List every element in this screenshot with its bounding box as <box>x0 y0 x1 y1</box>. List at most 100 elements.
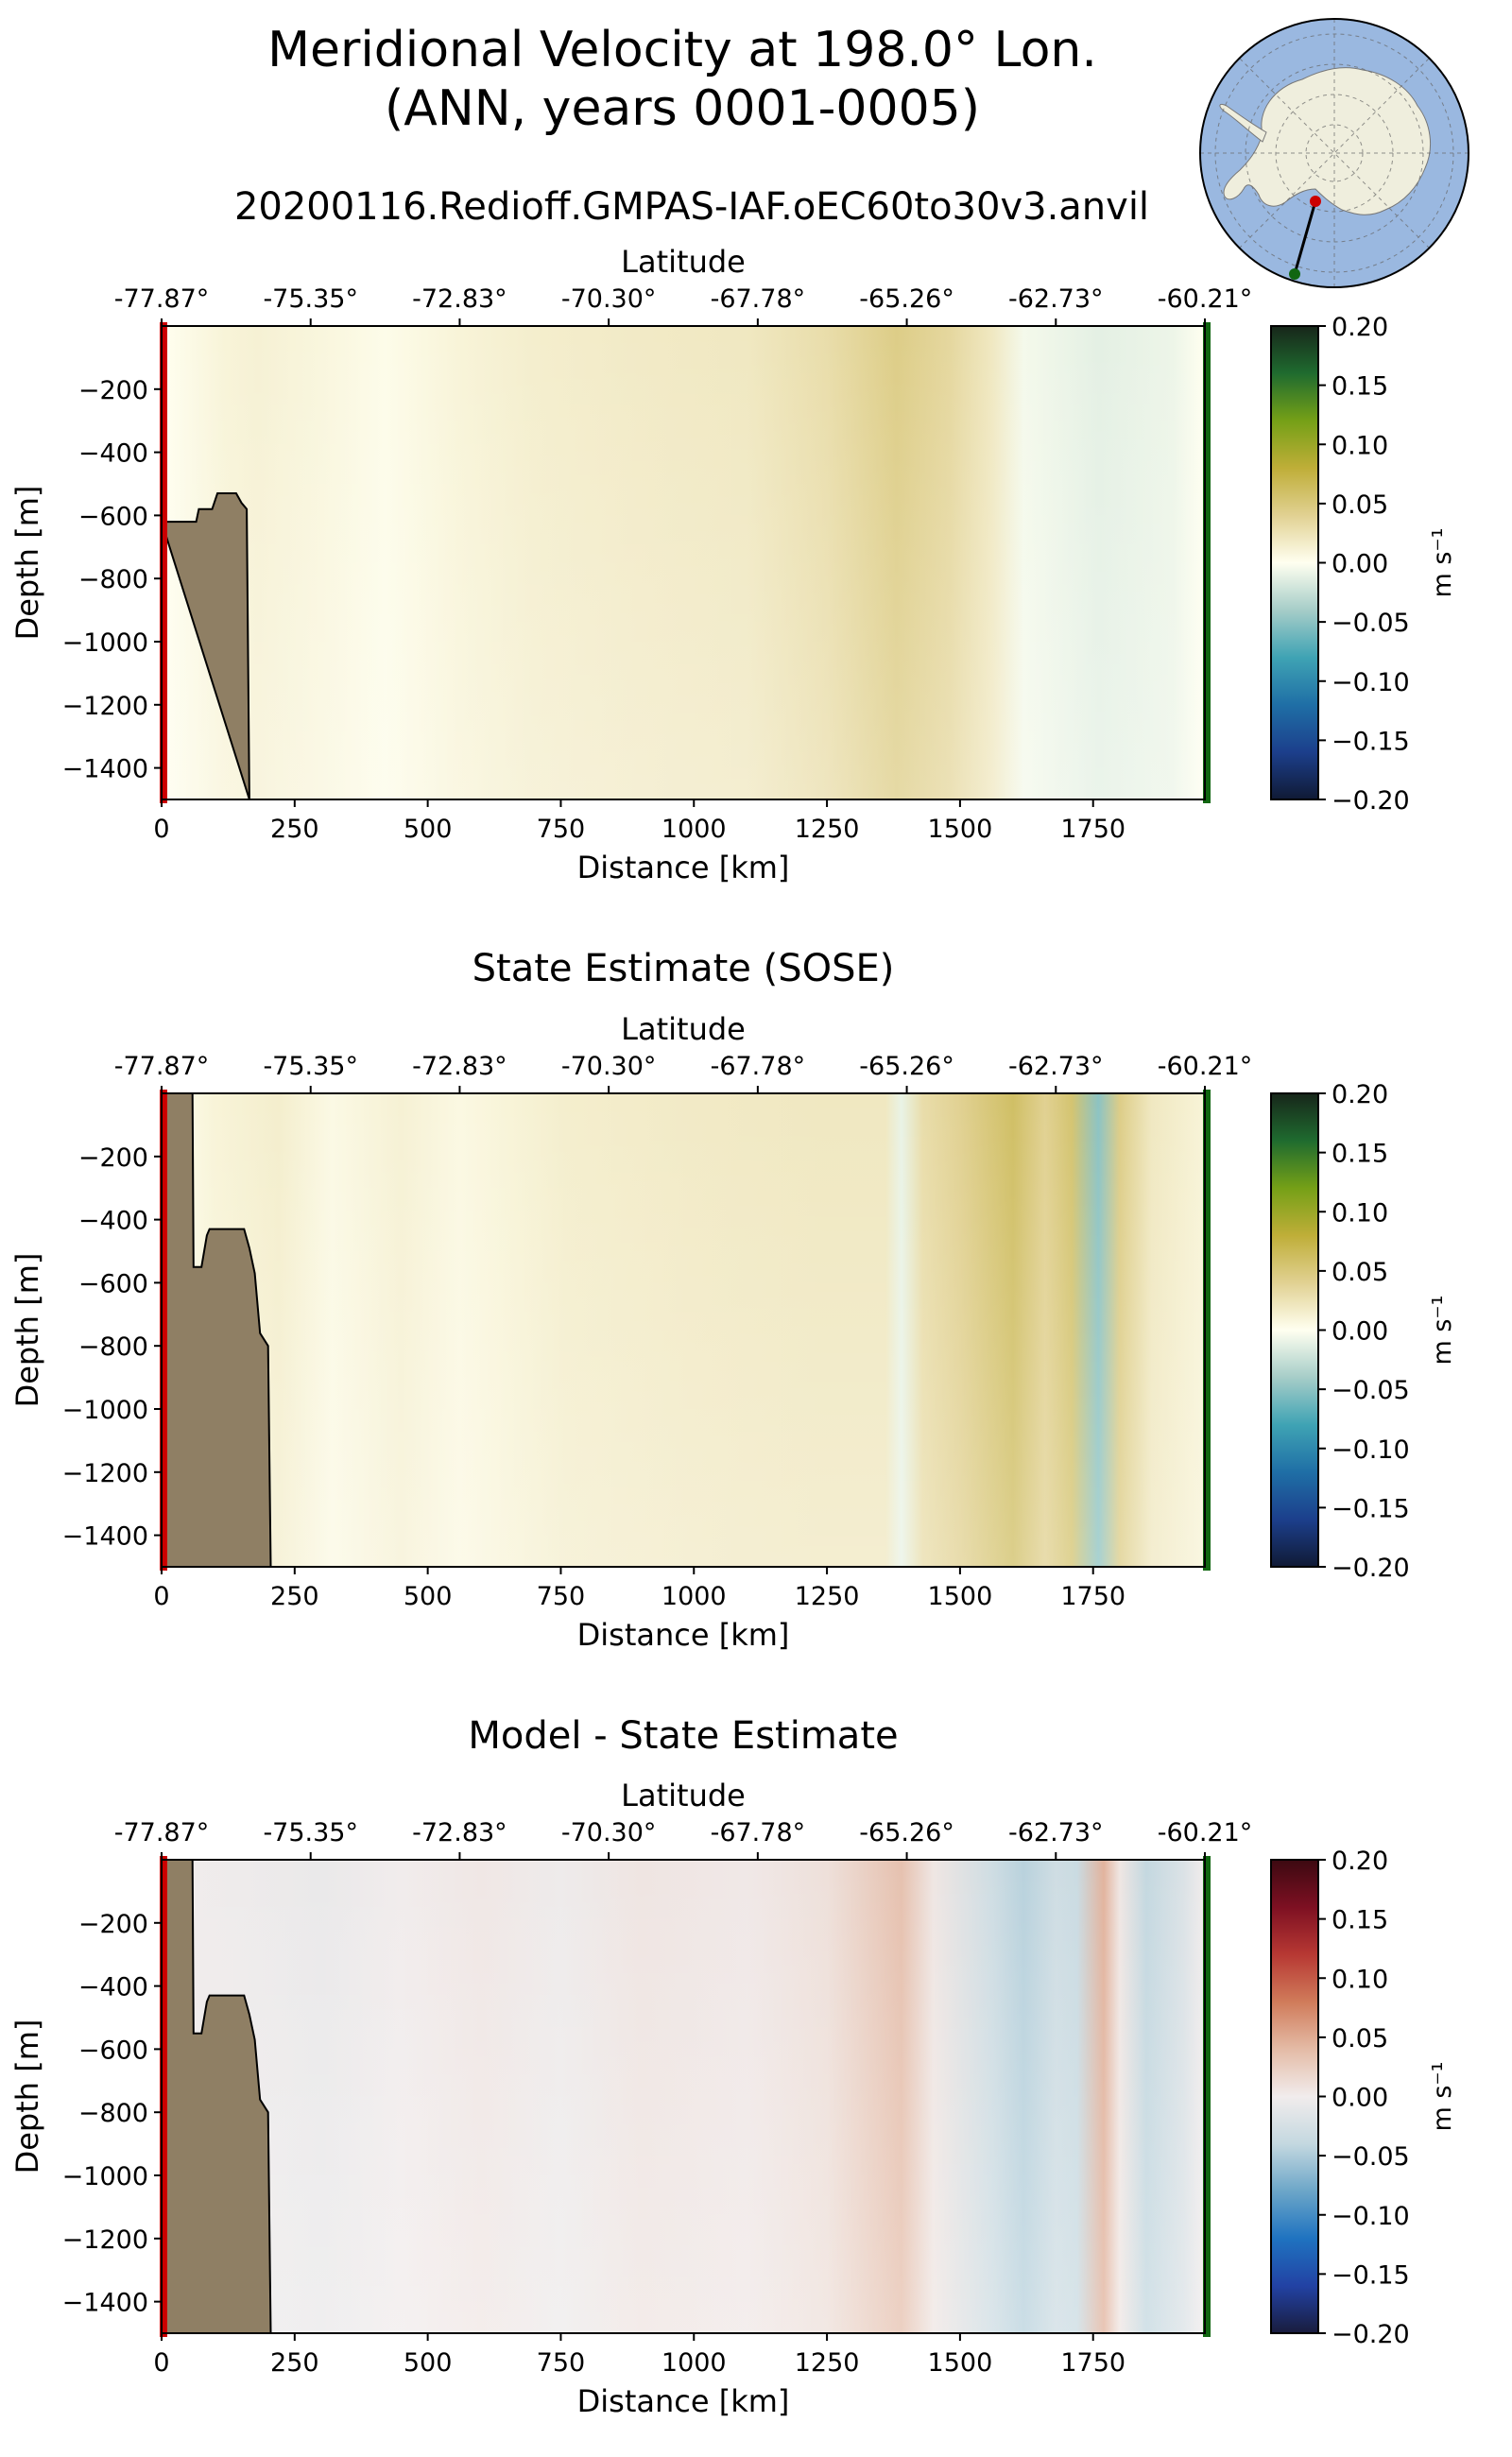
end-marker-bar <box>1203 1090 1211 1571</box>
y-tick-label: −200 <box>78 376 148 405</box>
x-tick-label: 500 <box>404 2348 453 2378</box>
x-tick-label: 1500 <box>928 2348 993 2378</box>
x-tick-label: 1250 <box>795 815 860 844</box>
colorbar-tick-label: 0.10 <box>1332 1965 1388 1994</box>
colorbar <box>1270 325 1319 800</box>
lat-tick-label: -67.78° <box>711 1052 806 1081</box>
colorbar-tick-label: −0.15 <box>1332 2260 1410 2290</box>
x-tick-label: 1500 <box>928 815 993 844</box>
panel-title: Model - State Estimate <box>468 1714 898 1758</box>
x-tick-label: 250 <box>270 815 319 844</box>
y-tick-label: −200 <box>78 1910 148 1939</box>
colorbar-tick-label: −0.10 <box>1332 1435 1410 1465</box>
x-tick-label: 0 <box>153 815 169 844</box>
panel-title: State Estimate (SOSE) <box>472 947 895 990</box>
x-tick-label: 250 <box>270 2348 319 2378</box>
x-tick-label: 500 <box>404 815 453 844</box>
figure-title-line2: (ANN, years 0001-0005) <box>385 80 980 137</box>
end-marker-bar <box>1203 322 1211 803</box>
y-tick-label: −400 <box>78 439 148 469</box>
y-tick-label: −800 <box>78 2099 148 2128</box>
y-tick-label: −600 <box>78 1269 148 1298</box>
y-axis-label: Depth [m] <box>9 2019 45 2174</box>
lat-tick-label: -70.30° <box>561 1052 657 1081</box>
chart-panel-3: Model - State Estimate 0 250 500 750 1000 1250… <box>9 1714 1457 2419</box>
depth-shading <box>162 326 1205 799</box>
lat-tick-label: -62.73° <box>1008 284 1104 314</box>
x-tick-label: 0 <box>153 2348 169 2378</box>
y-tick-label: −400 <box>78 1973 148 2002</box>
lat-tick-label: -60.21° <box>1158 1052 1253 1081</box>
x-tick-label: 1000 <box>662 2348 727 2378</box>
y-tick-label: −1200 <box>62 1459 148 1488</box>
top-axis-label: Latitude <box>621 244 746 280</box>
lat-tick-label: -77.87° <box>114 284 210 314</box>
y-axis-label: Depth [m] <box>9 486 45 641</box>
lat-tick-label: -60.21° <box>1158 284 1253 314</box>
depth-shading <box>162 1093 1205 1567</box>
x-axis-label: Distance [km] <box>577 850 790 885</box>
figure-subtitle: 20200116.Redioff.GMPAS-IAF.oEC60to30v3.a… <box>234 185 1149 229</box>
x-tick-label: 1750 <box>1060 815 1125 844</box>
y-tick-label: −1000 <box>62 2162 148 2191</box>
lat-tick-label: -72.83° <box>412 284 507 314</box>
colorbar-tick-label: −0.10 <box>1332 2202 1410 2231</box>
colorbar-tick-label: −0.20 <box>1332 2320 1410 2349</box>
y-tick-label: −200 <box>78 1143 148 1173</box>
x-tick-label: 1250 <box>795 2348 860 2378</box>
y-tick-label: −1200 <box>62 692 148 721</box>
transect-start-marker <box>1310 196 1321 207</box>
colorbar-label: m s⁻¹ <box>1428 527 1457 597</box>
y-tick-label: −1400 <box>62 755 148 784</box>
antarctica-land <box>1223 67 1431 215</box>
colorbar-tick-label: −0.05 <box>1332 2142 1410 2172</box>
lat-tick-label: -65.26° <box>859 1052 954 1081</box>
y-tick-label: −400 <box>78 1207 148 1236</box>
antarctic-peninsula <box>1219 103 1267 143</box>
y-tick-label: −800 <box>78 1332 148 1362</box>
lat-tick-label: -62.73° <box>1008 1818 1104 1847</box>
y-tick-label: −1000 <box>62 628 148 658</box>
lat-tick-label: -77.87° <box>114 1052 210 1081</box>
colorbar-tick-label: −0.05 <box>1332 1376 1410 1405</box>
figure-title-line1: Meridional Velocity at 198.0° Lon. <box>267 22 1097 78</box>
x-tick-label: 500 <box>404 1582 453 1611</box>
end-marker-bar <box>1203 1856 1211 2337</box>
colorbar-tick-label: 0.15 <box>1332 1140 1388 1169</box>
x-tick-label: 1500 <box>928 1582 993 1611</box>
x-tick-label: 750 <box>537 2348 586 2378</box>
colorbar-tick-label: 0.20 <box>1332 313 1388 342</box>
colorbar-tick-label: 0.00 <box>1332 1317 1388 1347</box>
transect-line <box>1293 200 1317 275</box>
colorbar <box>1270 1859 1319 2334</box>
colorbar <box>1270 1092 1319 1568</box>
colorbar-label: m s⁻¹ <box>1428 1295 1457 1365</box>
plot-frame <box>161 1092 1206 1568</box>
y-tick-label: −1400 <box>62 1522 148 1552</box>
colorbar-tick-label: 0.10 <box>1332 431 1388 460</box>
map-graticule <box>1200 19 1469 287</box>
lat-tick-label: -67.78° <box>711 284 806 314</box>
colorbar-tick-label: 0.00 <box>1332 2084 1388 2113</box>
transect-end-marker <box>1289 268 1300 280</box>
colorbar-tick-label: −0.05 <box>1332 609 1410 638</box>
y-tick-label: −800 <box>78 565 148 594</box>
colorbar-tick-label: −0.20 <box>1332 1554 1410 1583</box>
lat-tick-label: -67.78° <box>711 1818 806 1847</box>
start-marker-bar <box>160 1856 167 2337</box>
lat-tick-label: -75.35° <box>263 1052 358 1081</box>
colorbar-tick-label: 0.05 <box>1332 2024 1388 2053</box>
colorbar-tick-label: −0.20 <box>1332 786 1410 816</box>
x-tick-label: 1750 <box>1060 1582 1125 1611</box>
colorbar-label: m s⁻¹ <box>1428 2061 1457 2131</box>
colorbar-tick-label: −0.10 <box>1332 668 1410 697</box>
colorbar-tick-label: 0.05 <box>1332 1258 1388 1287</box>
colorbar-tick-label: −0.15 <box>1332 727 1410 756</box>
chart-panel-2: State Estimate (SOSE) 0 250 500 750 1000 1250 1… <box>9 947 1457 1653</box>
start-marker-bar <box>160 1090 167 1571</box>
lat-tick-label: -75.35° <box>263 1818 358 1847</box>
lat-tick-label: -72.83° <box>412 1052 507 1081</box>
colorbar-tick-label: 0.10 <box>1332 1198 1388 1228</box>
topography <box>160 492 250 800</box>
